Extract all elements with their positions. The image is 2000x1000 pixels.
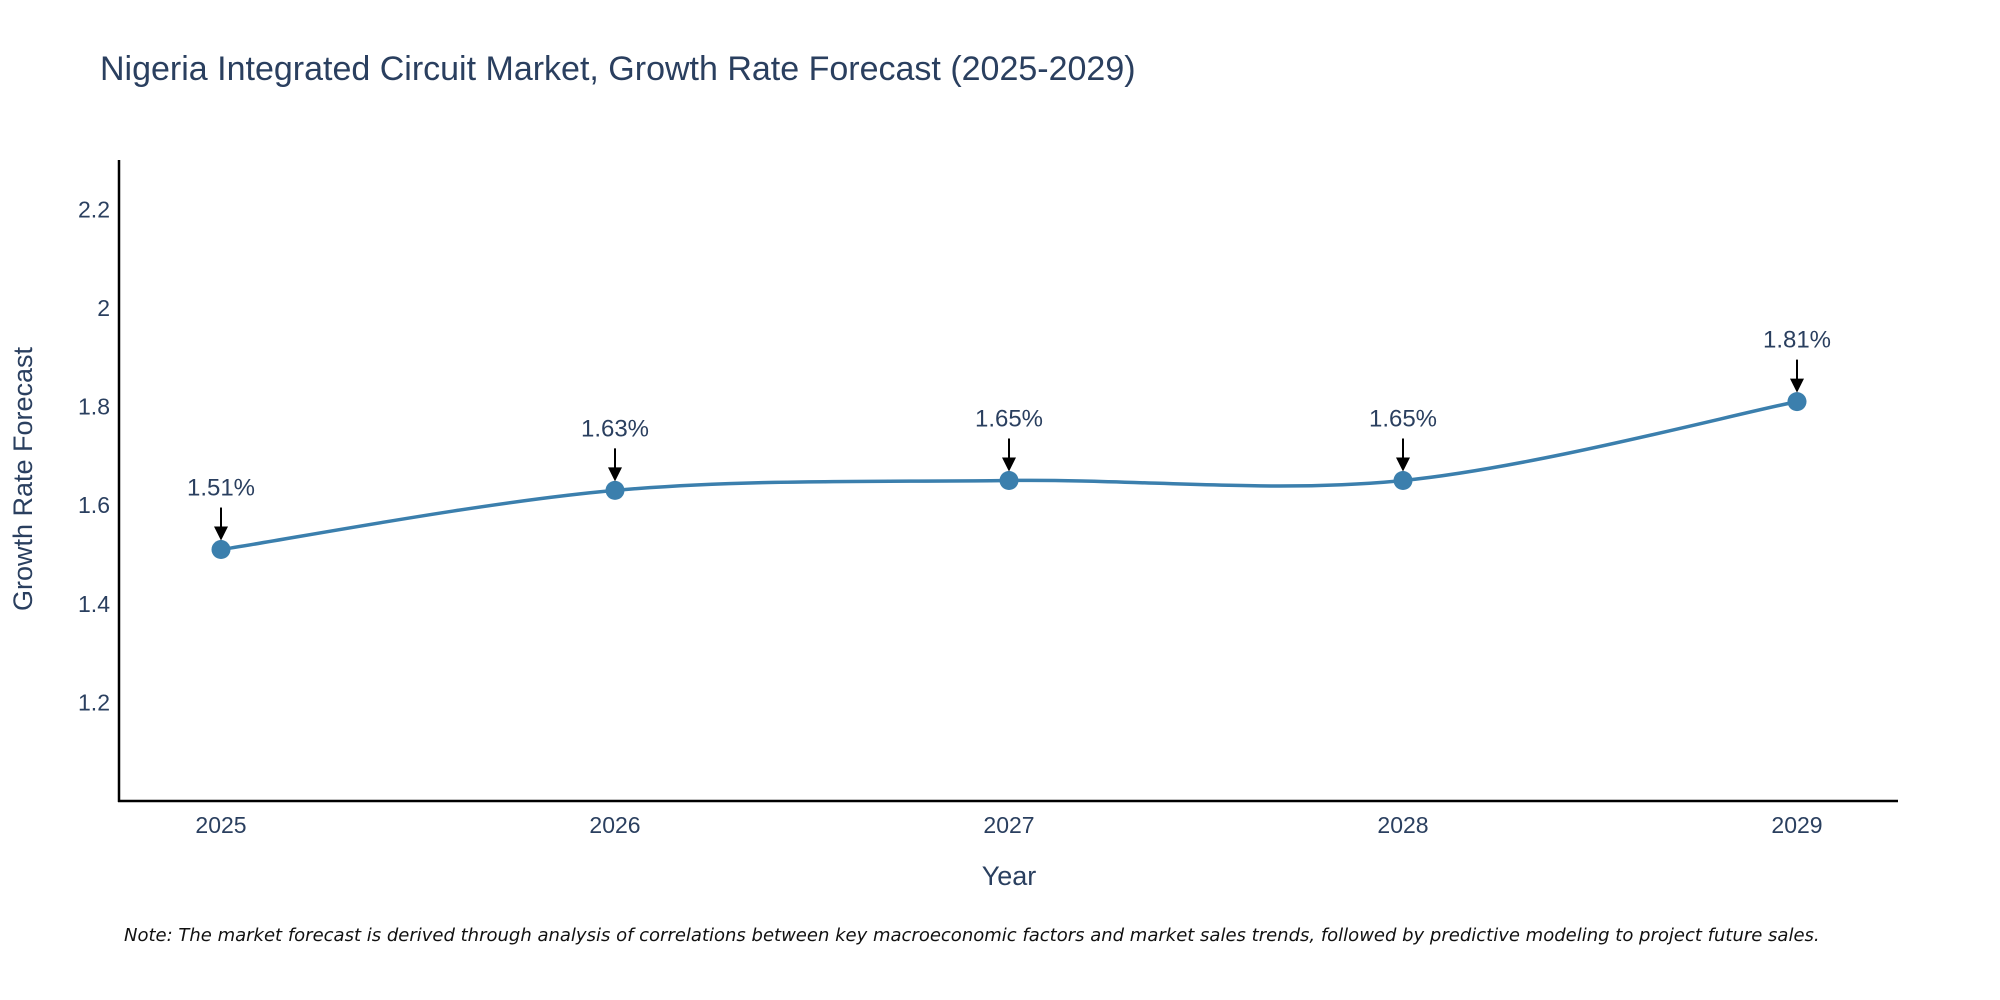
annotation-arrowhead	[1396, 457, 1410, 472]
data-point	[1393, 471, 1413, 490]
data-label: 1.63%	[581, 415, 649, 442]
footnote: Note: The market forecast is derived thr…	[124, 925, 1820, 946]
data-label: 1.65%	[975, 406, 1043, 433]
y-tick-label: 1.6	[78, 492, 110, 518]
data-point	[605, 480, 625, 500]
y-axis-ticks: 1.2 1.4 1.6 1.8 2 2.2	[78, 196, 110, 715]
y-axis-title: Growth Rate Forecast	[8, 346, 38, 611]
chart-title: Nigeria Integrated Circuit Market, Growt…	[100, 50, 1136, 88]
annotation-arrowhead	[214, 526, 228, 541]
data-label: 1.81%	[1763, 327, 1831, 354]
annotation-arrowhead	[1790, 378, 1804, 393]
data-label: 1.51%	[187, 475, 255, 502]
y-tick-label: 1.4	[78, 591, 110, 617]
data-label: 1.65%	[1369, 406, 1437, 433]
y-tick-label: 1.8	[78, 394, 110, 420]
x-tick-label: 2027	[983, 812, 1034, 838]
annotation-arrowhead	[1002, 457, 1016, 472]
y-tick-label: 2.2	[78, 196, 110, 222]
data-point	[211, 540, 231, 560]
data-point	[999, 471, 1019, 490]
annotation-arrowhead	[608, 467, 622, 482]
x-tick-label: 2028	[1377, 812, 1428, 838]
data-annotations: 1.51% 1.63% 1.65% 1.65% 1.81%	[187, 327, 1831, 541]
x-tick-label: 2026	[589, 812, 640, 838]
y-tick-label: 1.2	[78, 689, 110, 715]
y-tick-label: 2	[97, 295, 110, 321]
data-points	[211, 392, 1807, 560]
data-point	[1787, 392, 1807, 412]
x-axis-ticks: 2025 2026 2027 2028 2029	[195, 812, 1822, 838]
x-tick-label: 2025	[195, 812, 246, 838]
x-tick-label: 2029	[1771, 812, 1822, 838]
x-axis-title: Year	[982, 861, 1037, 891]
